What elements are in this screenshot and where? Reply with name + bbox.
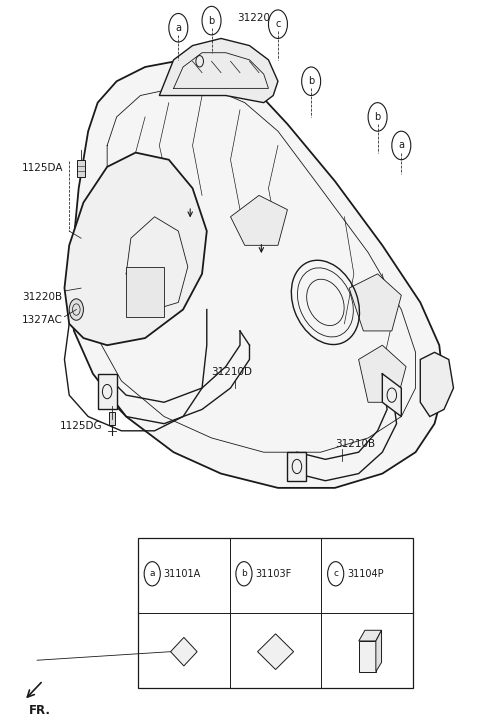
Text: c: c [333, 570, 338, 578]
Polygon shape [383, 373, 401, 417]
Polygon shape [349, 274, 401, 331]
Polygon shape [359, 345, 406, 402]
Text: b: b [374, 112, 381, 122]
Text: 1125DA: 1125DA [22, 163, 63, 173]
Polygon shape [258, 634, 294, 670]
Polygon shape [77, 160, 85, 177]
Text: a: a [398, 141, 404, 151]
Polygon shape [97, 373, 117, 410]
Polygon shape [69, 60, 444, 488]
Polygon shape [131, 174, 183, 217]
Polygon shape [359, 641, 376, 672]
Text: 31101A: 31101A [164, 569, 201, 579]
Polygon shape [359, 630, 382, 641]
Polygon shape [126, 267, 164, 317]
Text: b: b [208, 16, 215, 26]
Text: 31210B: 31210B [335, 438, 375, 448]
Polygon shape [109, 412, 115, 425]
Text: b: b [308, 76, 314, 87]
Text: b: b [241, 570, 247, 578]
Text: 1125DG: 1125DG [60, 421, 102, 431]
Text: 31103F: 31103F [255, 569, 291, 579]
Text: c: c [275, 19, 281, 29]
Text: 31104P: 31104P [347, 569, 384, 579]
Polygon shape [64, 153, 207, 345]
Text: a: a [175, 23, 181, 32]
Text: a: a [149, 570, 155, 578]
Text: FR.: FR. [29, 704, 51, 717]
Polygon shape [230, 195, 288, 245]
Text: 31210D: 31210D [212, 367, 252, 377]
Polygon shape [159, 38, 278, 102]
Circle shape [69, 298, 84, 320]
Polygon shape [288, 452, 306, 481]
Polygon shape [170, 637, 197, 666]
Text: 1327AC: 1327AC [22, 314, 62, 324]
Text: 31220: 31220 [238, 14, 271, 24]
Text: 31220B: 31220B [22, 292, 62, 301]
Polygon shape [376, 630, 382, 672]
Polygon shape [420, 353, 454, 417]
